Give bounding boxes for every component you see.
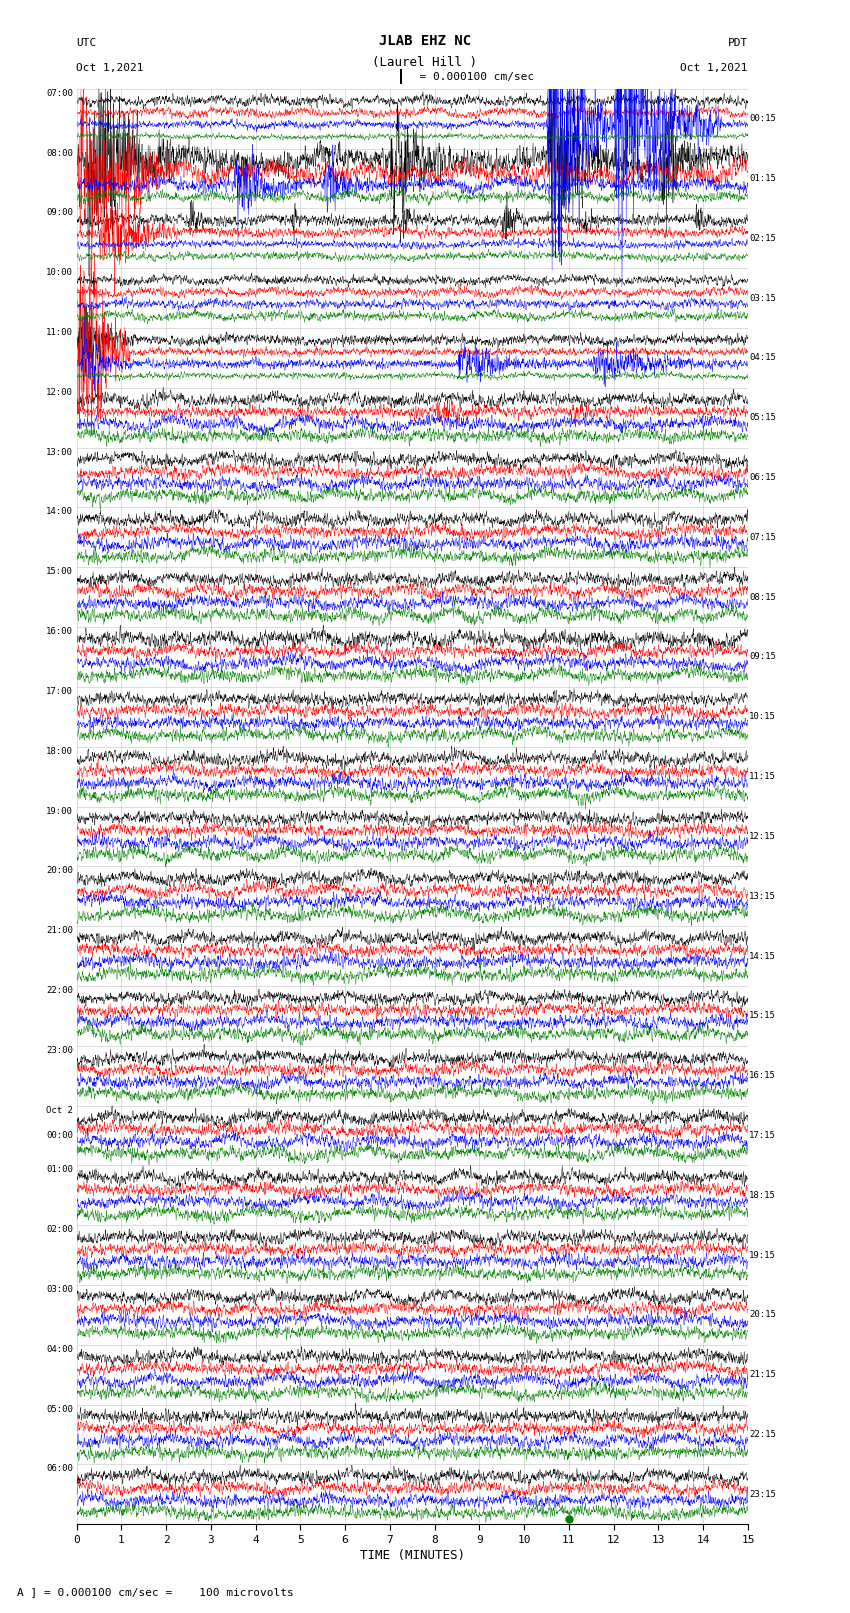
Text: 04:15: 04:15 (750, 353, 776, 363)
Text: 21:00: 21:00 (46, 926, 73, 936)
Text: 19:00: 19:00 (46, 806, 73, 816)
Text: 09:15: 09:15 (750, 653, 776, 661)
Text: 18:15: 18:15 (750, 1190, 776, 1200)
Text: 13:00: 13:00 (46, 448, 73, 456)
Text: UTC: UTC (76, 39, 97, 48)
Text: 17:15: 17:15 (750, 1131, 776, 1140)
Text: (Laurel Hill ): (Laurel Hill ) (372, 56, 478, 69)
Text: 16:15: 16:15 (750, 1071, 776, 1081)
Text: 06:00: 06:00 (46, 1465, 73, 1473)
Text: Oct 1,2021: Oct 1,2021 (76, 63, 144, 73)
Text: 10:00: 10:00 (46, 268, 73, 277)
Text: 08:15: 08:15 (750, 592, 776, 602)
Text: A ] = 0.000100 cm/sec =    100 microvolts: A ] = 0.000100 cm/sec = 100 microvolts (17, 1587, 294, 1597)
Text: 07:00: 07:00 (46, 89, 73, 98)
Text: 09:00: 09:00 (46, 208, 73, 218)
Text: 17:00: 17:00 (46, 687, 73, 695)
Text: 05:00: 05:00 (46, 1405, 73, 1413)
Text: 23:00: 23:00 (46, 1045, 73, 1055)
Text: JLAB EHZ NC: JLAB EHZ NC (379, 34, 471, 48)
Text: 06:15: 06:15 (750, 473, 776, 482)
Text: Oct 1,2021: Oct 1,2021 (681, 63, 748, 73)
Text: 07:15: 07:15 (750, 532, 776, 542)
Text: 00:15: 00:15 (750, 115, 776, 123)
Text: 12:00: 12:00 (46, 387, 73, 397)
Text: 11:15: 11:15 (750, 773, 776, 781)
X-axis label: TIME (MINUTES): TIME (MINUTES) (360, 1548, 465, 1561)
Text: 21:15: 21:15 (750, 1371, 776, 1379)
Text: Oct 2: Oct 2 (46, 1105, 73, 1115)
Text: 16:00: 16:00 (46, 627, 73, 636)
Text: 03:15: 03:15 (750, 294, 776, 303)
Text: 18:00: 18:00 (46, 747, 73, 755)
Text: 22:00: 22:00 (46, 986, 73, 995)
Text: PDT: PDT (728, 39, 748, 48)
Text: 00:00: 00:00 (46, 1131, 73, 1140)
Text: 02:00: 02:00 (46, 1226, 73, 1234)
Text: 04:00: 04:00 (46, 1345, 73, 1353)
Text: 19:15: 19:15 (750, 1250, 776, 1260)
Text: 03:00: 03:00 (46, 1286, 73, 1294)
Text: 12:15: 12:15 (750, 832, 776, 840)
Text: 08:00: 08:00 (46, 148, 73, 158)
Text: 22:15: 22:15 (750, 1431, 776, 1439)
Text: 01:15: 01:15 (750, 174, 776, 182)
Text: 14:00: 14:00 (46, 508, 73, 516)
Text: 01:00: 01:00 (46, 1165, 73, 1174)
Text: 23:15: 23:15 (750, 1490, 776, 1498)
Text: 11:00: 11:00 (46, 327, 73, 337)
Text: 05:15: 05:15 (750, 413, 776, 423)
Text: 20:15: 20:15 (750, 1310, 776, 1319)
Text: 20:00: 20:00 (46, 866, 73, 876)
Text: 14:15: 14:15 (750, 952, 776, 960)
Text: 10:15: 10:15 (750, 713, 776, 721)
Text: = 0.000100 cm/sec: = 0.000100 cm/sec (406, 71, 535, 82)
Text: 15:15: 15:15 (750, 1011, 776, 1021)
Text: 15:00: 15:00 (46, 568, 73, 576)
Text: 13:15: 13:15 (750, 892, 776, 900)
Text: 02:15: 02:15 (750, 234, 776, 242)
